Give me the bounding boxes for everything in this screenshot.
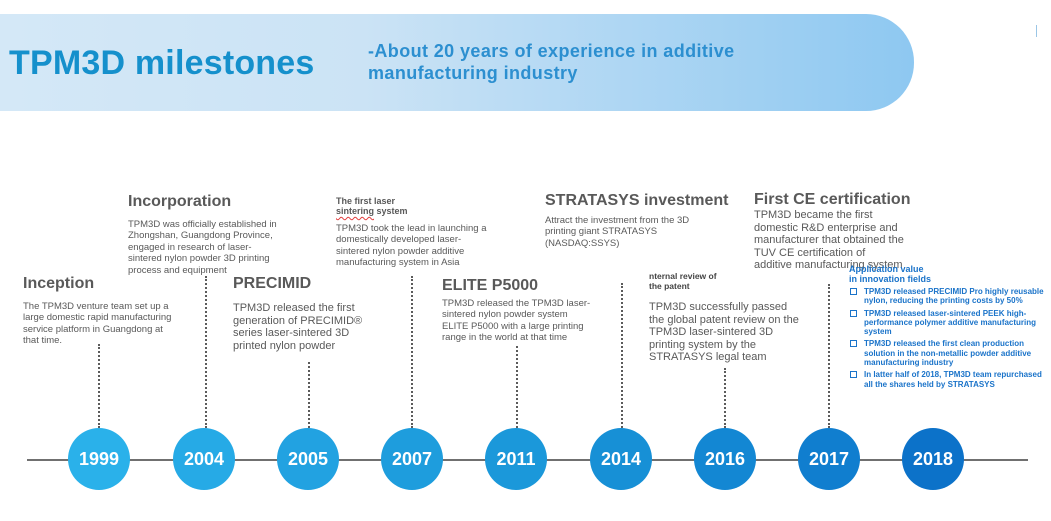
connector-2014 — [621, 283, 623, 428]
checkbox-icon — [850, 340, 857, 348]
application-value-block: Application value in innovation fields TP… — [845, 264, 1050, 389]
application-item: TPM3D released laser-sintered PEEK high-… — [845, 309, 1050, 337]
milestone-2007-heading-underlined: sintering — [336, 206, 375, 216]
checkbox-icon — [850, 371, 857, 379]
page-title: TPM3D milestones — [9, 44, 315, 82]
connector-2005 — [308, 362, 310, 428]
year-node-2017: 2017 — [798, 428, 860, 490]
milestone-2007-heading: The first laser sintering system — [336, 196, 408, 216]
year-node-1999: 1999 — [68, 428, 130, 490]
milestone-2005-heading: PRECIMID — [233, 275, 312, 292]
milestone-1999-heading: Inception — [23, 275, 95, 292]
year-node-2016: 2016 — [694, 428, 756, 490]
application-value-heading-line1: Application value — [849, 264, 924, 274]
application-value-heading: Application value in innovation fields — [849, 264, 1050, 284]
milestone-2017-description: TPM3D became the first domestic R&D ente… — [754, 209, 904, 272]
year-node-2004: 2004 — [173, 428, 235, 490]
application-item-text: TPM3D released laser-sintered PEEK high-… — [864, 308, 1037, 337]
year-node-2018: 2018 — [902, 428, 964, 490]
milestone-1999-description: The TPM3D venture team set up a large do… — [23, 301, 172, 347]
milestone-2016-heading-line1: nternal review of — [649, 271, 717, 281]
checkbox-icon — [850, 309, 857, 317]
connector-2007 — [411, 276, 413, 428]
milestone-2014-description: Attract the investment from the 3D print… — [545, 215, 690, 249]
milestone-2016-heading: nternal review of the patent — [649, 271, 717, 291]
year-node-2007: 2007 — [381, 428, 443, 490]
edge-mark — [1036, 25, 1037, 37]
connector-2004 — [205, 276, 207, 428]
milestone-2007-heading-rest: system — [374, 206, 408, 216]
connector-2011 — [516, 346, 518, 428]
milestone-2004-heading: Incorporation — [128, 193, 232, 210]
milestone-2007-heading-line1: The first laser — [336, 196, 396, 206]
application-item: TPM3D released PRECIMID Pro highly reusa… — [845, 287, 1050, 306]
milestone-2014-heading: STRATASYS investment — [545, 192, 729, 209]
year-node-2014: 2014 — [590, 428, 652, 490]
application-item-text: TPM3D released PRECIMID Pro highly reusa… — [864, 287, 1044, 306]
connector-2017 — [828, 284, 830, 428]
milestone-2004-description: TPM3D was officially established in Zhon… — [128, 219, 277, 276]
milestone-2017-heading: First CE certification — [754, 191, 911, 208]
header-banner — [0, 14, 914, 111]
application-item-text: TPM3D released the first clean productio… — [864, 339, 1032, 368]
year-node-2011: 2011 — [485, 428, 547, 490]
application-item-text: In latter half of 2018, TPM3D team repur… — [864, 370, 1042, 389]
connector-1999 — [98, 344, 100, 428]
milestone-2011-heading: ELITE P5000 — [442, 277, 539, 294]
milestone-2016-heading-line2: the patent — [649, 281, 690, 291]
milestone-2016-description: TPM3D successfully passed the global pat… — [649, 301, 799, 364]
page-subtitle: -About 20 years of experience in additiv… — [368, 41, 735, 83]
application-item: TPM3D released the first clean productio… — [845, 339, 1050, 367]
connector-2016 — [724, 368, 726, 428]
milestone-2007-description: TPM3D took the lead in launching a domes… — [336, 223, 487, 269]
application-item: In latter half of 2018, TPM3D team repur… — [845, 370, 1050, 389]
milestone-2005-description: TPM3D released the first generation of P… — [233, 302, 363, 352]
year-node-2005: 2005 — [277, 428, 339, 490]
milestone-2011-description: TPM3D released the TPM3D laser-sintered … — [442, 298, 591, 344]
application-value-heading-line2: in innovation fields — [849, 274, 932, 284]
checkbox-icon — [850, 288, 857, 295]
